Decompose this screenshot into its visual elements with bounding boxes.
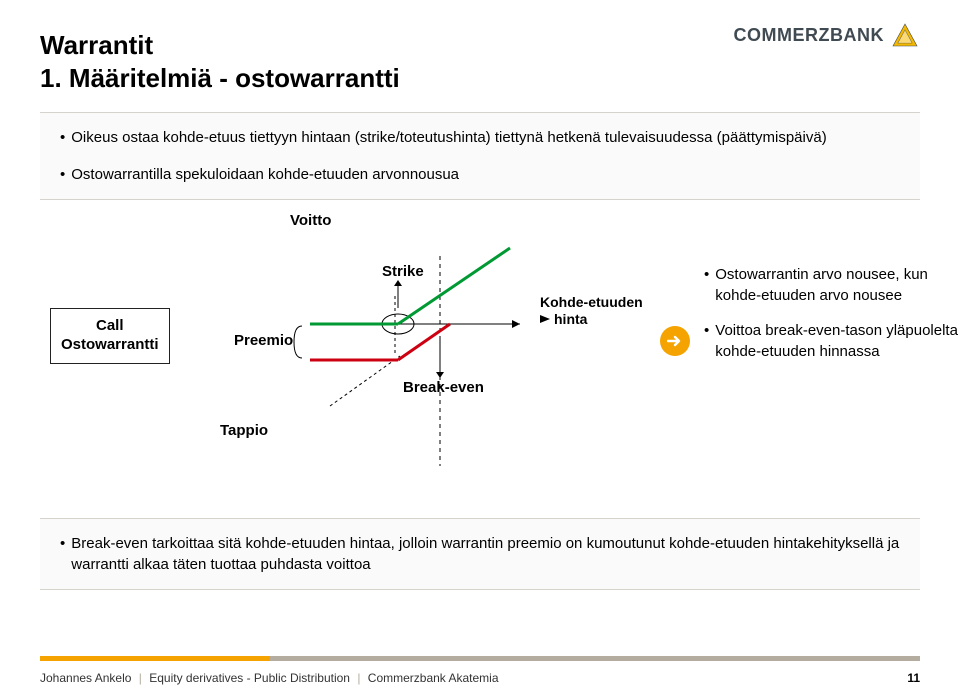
- breakeven-panel: • Break-even tarkoittaa sitä kohde-etuud…: [40, 518, 920, 590]
- page-number: 11: [907, 671, 920, 685]
- diagram-label-tappio: Tappio: [220, 422, 268, 439]
- brand-logo-icon: [890, 22, 920, 48]
- brand: COMMERZBANK: [734, 22, 920, 48]
- definition-line-2: Ostowarrantilla spekuloidaan kohde-etuud…: [71, 164, 459, 185]
- call-box-line2: Ostowarrantti: [61, 336, 159, 355]
- diagram-label-voitto: Voitto: [290, 212, 331, 229]
- brand-text: COMMERZBANK: [734, 25, 884, 46]
- footer-middle: Equity derivatives - Public Distribution: [149, 671, 350, 685]
- annotation-bullet-2: Voittoa break-even-tason yläpuolelta koh…: [715, 320, 960, 362]
- diagram-label-preemio: Preemio: [234, 332, 293, 349]
- footer-separator-icon: |: [135, 671, 146, 685]
- footer-separator-icon: |: [353, 671, 364, 685]
- payoff-diagram: Voitto Call Ostowarrantti Preemio Strike…: [40, 212, 920, 512]
- definition-line-1: Oikeus ostaa kohde-etuus tiettyyn hintaa…: [71, 127, 826, 148]
- breakeven-label: Break-even: [403, 379, 484, 396]
- bullet-icon: •: [704, 320, 709, 341]
- bullet-icon: •: [60, 127, 65, 148]
- strike-label: Strike: [382, 263, 424, 280]
- page-subtitle: 1. Määritelmiä - ostowarrantti: [40, 63, 920, 94]
- bullet-icon: •: [60, 164, 65, 185]
- kohde-etuuden-label: Kohde-etuuden hinta: [540, 294, 643, 328]
- footer-text: Johannes Ankelo | Equity derivatives - P…: [40, 671, 499, 685]
- footer-right: Commerzbank Akatemia: [368, 671, 499, 685]
- annotation-arrow-icon: [660, 326, 690, 356]
- call-box: Call Ostowarrantti: [50, 308, 170, 364]
- arrow-right-icon: [540, 314, 552, 324]
- payoff-chart-svg: Strike Break-even: [290, 236, 600, 466]
- bullet-icon: •: [60, 533, 65, 554]
- breakeven-text: Break-even tarkoittaa sitä kohde-etuuden…: [71, 533, 900, 575]
- call-box-line1: Call: [61, 317, 159, 336]
- annotation-box: • Ostowarrantin arvo nousee, kun kohde-e…: [704, 264, 960, 376]
- definition-panel: • Oikeus ostaa kohde-etuus tiettyyn hint…: [40, 112, 920, 200]
- bullet-icon: •: [704, 264, 709, 285]
- annotation-bullet-1: Ostowarrantin arvo nousee, kun kohde-etu…: [715, 264, 960, 306]
- footer-accent-bar: [40, 656, 920, 661]
- footer-author: Johannes Ankelo: [40, 671, 131, 685]
